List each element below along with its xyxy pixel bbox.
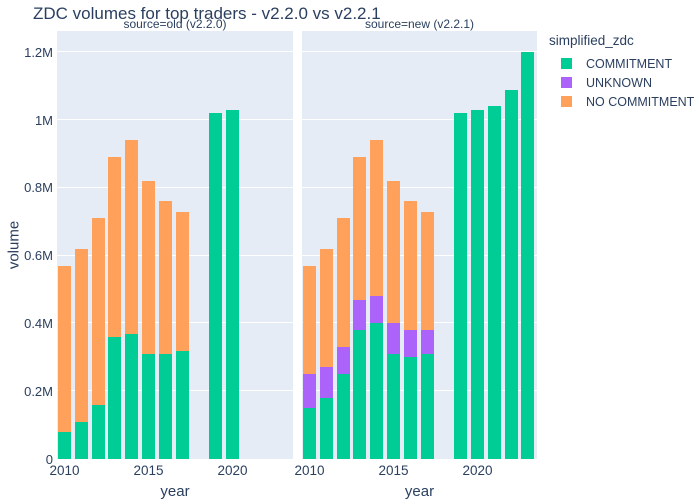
- gridline: [57, 390, 293, 392]
- bar-new-2022-commitment[interactable]: [504, 89, 518, 459]
- bar-new-2012-no-commitment[interactable]: [336, 218, 350, 348]
- bar-old-2020-commitment[interactable]: [226, 109, 239, 459]
- bar-new-2010-no-commitment[interactable]: [303, 265, 316, 375]
- gridline: [57, 186, 293, 188]
- bar-old-2019-commitment[interactable]: [209, 113, 223, 459]
- x-tick-label: 2015: [133, 463, 164, 478]
- bar-new-2023-commitment[interactable]: [521, 52, 535, 459]
- bar-new-2015-unknown[interactable]: [387, 323, 400, 354]
- x-tick-label: 2010: [49, 463, 80, 478]
- y-tick-label: 0.8M: [24, 180, 53, 196]
- bar-old-2016-commitment[interactable]: [158, 353, 172, 459]
- y-tick-label: 0.6M: [24, 248, 53, 264]
- y-tick-label: 0: [45, 451, 53, 467]
- bar-new-2016-no-commitment[interactable]: [403, 201, 417, 331]
- bar-new-2011-no-commitment[interactable]: [319, 248, 333, 368]
- gridline: [302, 390, 537, 392]
- bar-old-2015-no-commitment[interactable]: [142, 181, 155, 354]
- gridline: [57, 51, 293, 53]
- bar-old-2014-commitment[interactable]: [125, 333, 139, 459]
- bar-new-2019-commitment[interactable]: [454, 113, 468, 459]
- gridline: [57, 254, 293, 256]
- no-commitment-swatch-icon: [561, 96, 572, 107]
- legend-item-unknown[interactable]: UNKNOWN: [549, 73, 694, 92]
- x-axis-title-new: year: [404, 483, 435, 500]
- bar-new-2015-no-commitment[interactable]: [387, 181, 400, 324]
- x-tick-label: 2010: [294, 463, 325, 478]
- gridline: [302, 186, 537, 188]
- bar-new-2010-commitment[interactable]: [303, 408, 316, 459]
- bar-new-2017-unknown[interactable]: [420, 330, 434, 354]
- commitment-swatch-icon: [561, 58, 572, 69]
- bar-new-2015-commitment[interactable]: [387, 353, 400, 459]
- legend: simplified_zdc COMMITMENT UNKNOWN NO COMMI…: [549, 33, 694, 111]
- bar-new-2017-no-commitment[interactable]: [420, 211, 434, 331]
- bar-old-2013-commitment[interactable]: [108, 336, 122, 459]
- y-tick-label: 0.4M: [24, 315, 53, 331]
- bar-old-2017-no-commitment[interactable]: [175, 211, 189, 351]
- facet-title-new: source=new (v2.2.1): [364, 17, 475, 31]
- gridline: [302, 322, 537, 324]
- bar-new-2016-commitment[interactable]: [403, 357, 417, 459]
- unknown-swatch-icon: [561, 77, 572, 88]
- x-tick-label: 2020: [462, 463, 493, 478]
- x-tick-label: 2015: [378, 463, 409, 478]
- gridline: [302, 119, 537, 120]
- bar-new-2013-no-commitment[interactable]: [353, 157, 367, 300]
- bar-old-2013-no-commitment[interactable]: [108, 157, 122, 337]
- bar-new-2012-commitment[interactable]: [336, 374, 350, 459]
- gridline: [302, 51, 537, 53]
- bar-new-2012-unknown[interactable]: [336, 347, 350, 375]
- bar-new-2021-commitment[interactable]: [487, 106, 501, 459]
- bar-new-2011-unknown[interactable]: [319, 367, 333, 398]
- bar-old-2017-commitment[interactable]: [175, 350, 189, 459]
- bar-old-2012-commitment[interactable]: [91, 404, 105, 459]
- bar-old-2012-no-commitment[interactable]: [91, 218, 105, 405]
- gridline: [57, 322, 293, 324]
- bar-new-2014-no-commitment[interactable]: [370, 140, 384, 297]
- bar-new-2013-commitment[interactable]: [353, 330, 367, 459]
- facet-title-old: source=old (v2.2.0): [123, 17, 227, 31]
- bar-old-2015-commitment[interactable]: [142, 353, 155, 459]
- plot-area-new: [302, 31, 537, 459]
- bar-new-2020-commitment[interactable]: [471, 109, 484, 459]
- bar-new-2017-commitment[interactable]: [420, 353, 434, 459]
- bar-new-2010-unknown[interactable]: [303, 374, 316, 409]
- legend-items: COMMITMENT UNKNOWN NO COMMITMENT: [549, 54, 694, 111]
- chart-title: ZDC volumes for top traders - v2.2.0 vs …: [33, 4, 381, 23]
- plot-area-old: [57, 31, 293, 459]
- legend-item-no-commitment[interactable]: NO COMMITMENT: [549, 92, 694, 111]
- bar-old-2010-no-commitment[interactable]: [58, 265, 71, 432]
- y-tick-label: 1M: [34, 112, 53, 128]
- legend-item-label: UNKNOWN: [586, 75, 652, 90]
- bar-new-2011-commitment[interactable]: [319, 397, 333, 459]
- legend-item-commitment[interactable]: COMMITMENT: [549, 54, 694, 73]
- y-tick-label: 1.2M: [24, 44, 53, 60]
- bar-new-2014-commitment[interactable]: [370, 323, 384, 459]
- bar-old-2016-no-commitment[interactable]: [158, 201, 172, 354]
- bar-new-2014-unknown[interactable]: [370, 296, 384, 324]
- x-axis-title-old: year: [160, 483, 190, 500]
- bar-new-2013-unknown[interactable]: [353, 299, 367, 331]
- bar-old-2011-no-commitment[interactable]: [74, 248, 88, 422]
- bar-new-2016-unknown[interactable]: [403, 330, 417, 358]
- y-tick-label: 0.2M: [24, 383, 53, 399]
- bar-old-2010-commitment[interactable]: [58, 431, 71, 459]
- x-tick-label: 2020: [217, 463, 248, 478]
- legend-item-label: COMMITMENT: [586, 56, 673, 71]
- gridline: [302, 254, 537, 256]
- gridline: [57, 119, 293, 120]
- bar-old-2011-commitment[interactable]: [74, 421, 88, 459]
- legend-item-label: NO COMMITMENT: [586, 94, 695, 109]
- legend-title: simplified_zdc: [549, 33, 634, 48]
- bar-old-2014-no-commitment[interactable]: [125, 140, 139, 334]
